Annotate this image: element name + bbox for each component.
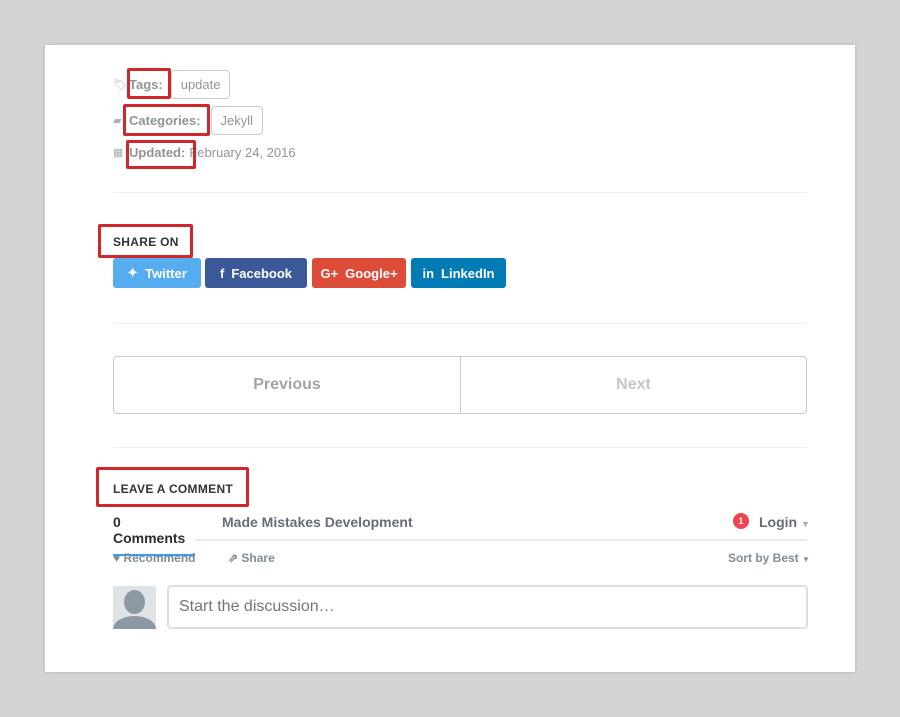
notification-badge[interactable]: 1 bbox=[733, 513, 749, 529]
categories-row: ▰ Categories: Jekyll bbox=[113, 105, 264, 135]
annotation-box bbox=[96, 467, 249, 507]
divider bbox=[113, 323, 807, 324]
linkedin-icon: in bbox=[422, 265, 435, 281]
google-plus-label: Google+ bbox=[345, 265, 398, 281]
avatar bbox=[113, 586, 156, 629]
next-button[interactable]: Next bbox=[460, 356, 807, 414]
facebook-button[interactable]: f Facebook bbox=[205, 258, 307, 288]
linkedin-label: LinkedIn bbox=[441, 265, 495, 281]
login-label: Login bbox=[759, 514, 798, 530]
comment-input[interactable] bbox=[167, 585, 808, 629]
page-card bbox=[45, 45, 855, 672]
updated-row: ▦ Updated: February 24, 2016 bbox=[113, 143, 296, 161]
facebook-label: Facebook bbox=[231, 265, 293, 281]
facebook-icon: f bbox=[219, 265, 225, 281]
google-plus-button[interactable]: G+ Google+ bbox=[312, 258, 406, 288]
recommend-label: Recommend bbox=[123, 551, 196, 565]
google-plus-icon: G+ bbox=[320, 265, 339, 281]
updated-date: February 24, 2016 bbox=[189, 144, 296, 160]
recommend-button[interactable]: ♥ Recommend bbox=[113, 551, 196, 565]
categories-label: Categories: bbox=[129, 112, 201, 128]
annotation-box bbox=[123, 104, 210, 136]
tab-comments[interactable]: 0 Comments bbox=[113, 514, 195, 556]
twitter-button[interactable]: ✦ Twitter bbox=[113, 258, 201, 288]
twitter-label: Twitter bbox=[145, 265, 187, 281]
annotation-box bbox=[126, 140, 196, 169]
sort-label: Sort by Best bbox=[728, 551, 799, 565]
category-chip[interactable]: Jekyll bbox=[210, 105, 264, 135]
sort-dropdown[interactable]: Sort by Best ▼ bbox=[728, 551, 810, 565]
tab-divider bbox=[195, 539, 807, 541]
avatar-head bbox=[124, 590, 145, 614]
avatar-body bbox=[113, 616, 156, 629]
divider bbox=[113, 447, 807, 448]
tags-label: Tags: bbox=[129, 76, 163, 92]
tag-icon: 🏷 bbox=[113, 78, 127, 91]
tags-row: 🏷 Tags: update bbox=[113, 69, 231, 99]
share-heading: SHARE ON bbox=[113, 235, 179, 249]
tag-chip[interactable]: update bbox=[170, 69, 231, 99]
annotation-box bbox=[98, 224, 193, 258]
chevron-down-icon: ▼ bbox=[801, 519, 810, 529]
folder-icon: ▰ bbox=[113, 114, 122, 127]
tab-community[interactable]: Made Mistakes Development bbox=[222, 514, 413, 530]
login-button[interactable]: Login ▼ bbox=[759, 514, 810, 530]
share-comments-label: Share bbox=[241, 551, 275, 565]
comment-heading: LEAVE A COMMENT bbox=[113, 482, 234, 496]
share-comments-button[interactable]: ⇗ Share bbox=[228, 551, 275, 565]
heart-icon: ♥ bbox=[113, 551, 121, 565]
calendar-icon: ▦ bbox=[113, 146, 124, 159]
divider bbox=[113, 192, 807, 193]
twitter-icon: ✦ bbox=[127, 265, 139, 280]
previous-button[interactable]: Previous bbox=[113, 356, 461, 414]
share-icon: ⇗ bbox=[228, 551, 239, 565]
linkedin-button[interactable]: in LinkedIn bbox=[411, 258, 506, 288]
chevron-down-icon: ▼ bbox=[802, 555, 810, 564]
updated-label: Updated: bbox=[129, 144, 186, 160]
annotation-box bbox=[127, 68, 171, 99]
